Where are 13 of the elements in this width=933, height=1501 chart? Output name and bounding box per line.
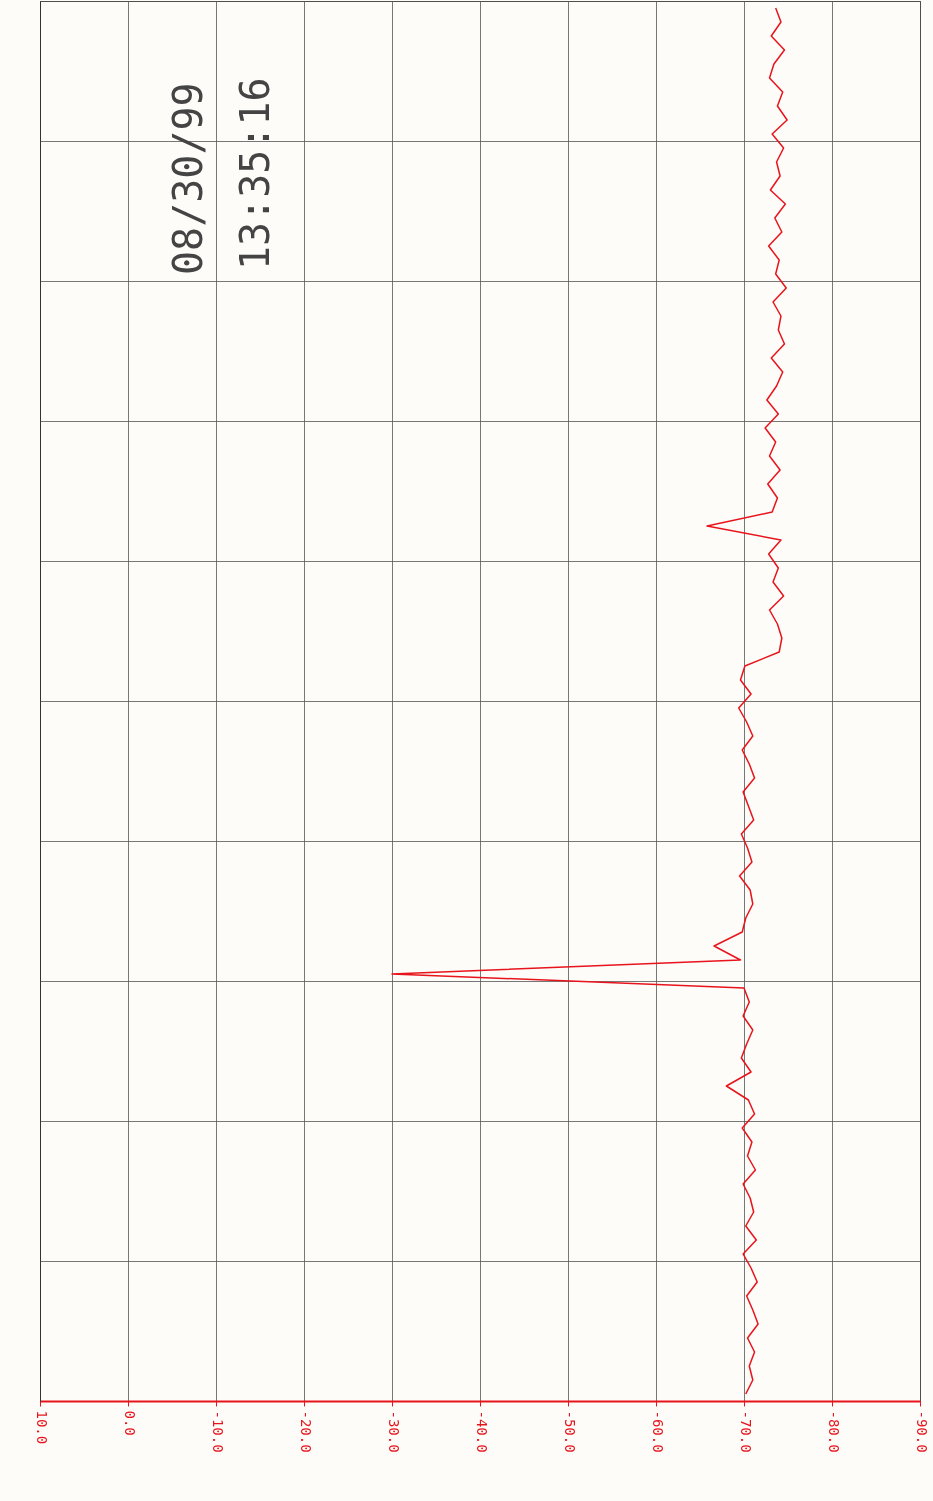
x-tick-label: -60.0	[649, 1410, 666, 1453]
annotation: 13:35:16	[232, 77, 278, 270]
x-tick-label: -40.0	[473, 1410, 490, 1453]
x-tick-label: -20.0	[297, 1410, 314, 1453]
x-tick-label: -70.0	[737, 1410, 754, 1453]
x-tick-label: 10.0	[33, 1410, 50, 1445]
annotation: 08/30/99	[165, 82, 211, 275]
x-tick-label: -50.0	[561, 1410, 578, 1453]
x-tick-label: -10.0	[209, 1410, 226, 1453]
x-tick-label: -90.0	[913, 1410, 930, 1453]
x-tick-label: -30.0	[385, 1410, 402, 1453]
x-tick-label: -80.0	[825, 1410, 842, 1453]
x-tick-label: 0.0	[121, 1410, 138, 1436]
